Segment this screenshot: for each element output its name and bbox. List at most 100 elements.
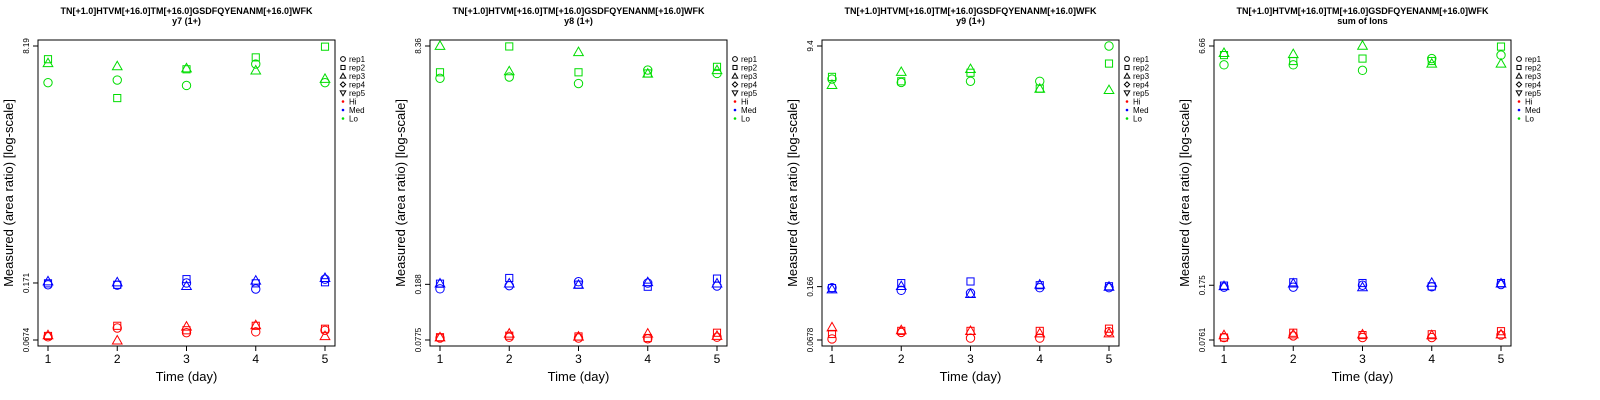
y-axis-label: Measured (area ratio) [log-scale] [785, 99, 800, 287]
plot-frame [429, 39, 728, 347]
data-point [895, 65, 907, 76]
data-point [1103, 327, 1115, 338]
data-point [643, 65, 653, 75]
legend-label: Med [1525, 106, 1541, 115]
legend-marker [731, 81, 739, 88]
data-point [504, 72, 514, 82]
data-point [320, 274, 330, 284]
data-point [251, 59, 261, 69]
legend-label: rep2 [1525, 64, 1542, 73]
y-tick-label: 0.171 [22, 272, 31, 293]
data-point [42, 329, 54, 340]
data-point [1495, 277, 1507, 288]
data-point [572, 278, 585, 289]
data-point [250, 274, 262, 285]
data-point [1219, 333, 1229, 342]
legend-color-dot [733, 108, 737, 112]
data-point [113, 280, 122, 289]
data-point [505, 42, 514, 51]
data-point [965, 288, 976, 298]
legend-label: Med [349, 106, 365, 115]
x-tick-label: 1 [437, 352, 444, 366]
data-point [113, 94, 122, 103]
legend-color-dot [341, 100, 345, 103]
data-point [1219, 282, 1229, 292]
data-point [1426, 57, 1438, 68]
legend-marker [1516, 64, 1522, 71]
data-point [1357, 65, 1368, 76]
data-point [251, 279, 260, 288]
data-point [711, 277, 723, 288]
data-point [1219, 60, 1229, 70]
y-tick-label: 0.175 [1198, 275, 1207, 296]
legend-label: Lo [741, 115, 750, 124]
data-point [111, 334, 123, 345]
data-point [180, 62, 193, 73]
data-point [1218, 47, 1230, 57]
x-tick-label: 4 [644, 352, 651, 366]
legend-color-dot [1517, 117, 1521, 120]
legend-marker [339, 72, 347, 79]
data-point [1426, 276, 1438, 287]
data-point [250, 319, 262, 330]
x-axis-label: Time (day) [156, 369, 218, 384]
y-tick-label: 0.0775 [414, 327, 423, 352]
data-point [112, 75, 122, 85]
x-tick-label: 1 [45, 352, 52, 366]
legend-label: Med [1133, 106, 1149, 115]
data-point [966, 277, 975, 286]
data-point [182, 275, 191, 284]
legend-marker [1124, 64, 1130, 71]
legend-marker [339, 90, 347, 97]
data-point [1288, 60, 1298, 70]
data-point [319, 72, 331, 83]
legend-color-dot [1125, 117, 1129, 120]
legend-marker [1124, 56, 1130, 62]
data-point [1035, 333, 1045, 343]
data-point [643, 282, 652, 291]
x-tick-label: 1 [1221, 352, 1228, 366]
legend-color-dot [1517, 108, 1521, 112]
data-point [1218, 280, 1230, 291]
data-point [435, 284, 445, 294]
data-point [181, 327, 192, 338]
data-point [111, 276, 123, 287]
legend-label: rep5 [349, 89, 366, 98]
data-point [435, 68, 445, 77]
data-point [505, 273, 514, 283]
chart-subtitle: y8 (1+) [564, 16, 593, 26]
data-point [712, 328, 722, 337]
data-point [1356, 281, 1369, 292]
legend-color-dot [733, 100, 737, 103]
data-point [827, 74, 837, 84]
y-tick-label: 0.188 [414, 274, 423, 295]
data-point [251, 327, 261, 337]
data-point [896, 77, 906, 88]
data-point [1104, 59, 1114, 68]
y-tick-label: 0.166 [806, 276, 815, 297]
data-point [964, 63, 977, 74]
data-point [251, 284, 261, 294]
legend-marker [1515, 90, 1523, 97]
legend-marker [732, 56, 738, 62]
y-tick-label: 0.0761 [1198, 327, 1207, 352]
data-point [1496, 327, 1506, 336]
legend-label: rep1 [349, 55, 366, 64]
data-point [897, 279, 906, 288]
legend-label: Hi [1525, 98, 1533, 107]
legend-label: rep4 [349, 81, 366, 90]
chart-panel-2: TN[+1.0]HTVM[+16.0]TM[+16.0]GSDFQYENANM[… [393, 6, 758, 384]
legend-label: rep3 [349, 72, 366, 81]
data-point [319, 330, 331, 341]
data-point [112, 323, 122, 333]
data-point [434, 277, 446, 288]
legend-color-dot [341, 117, 345, 120]
legend-label: Lo [1525, 115, 1534, 124]
chart-panel-4: TN[+1.0]HTVM[+16.0]TM[+16.0]GSDFQYENANM[… [1177, 6, 1542, 384]
data-point [574, 68, 583, 77]
legend-label: rep2 [741, 64, 758, 73]
data-point [320, 278, 330, 287]
legend-label: rep3 [741, 72, 758, 81]
data-point [319, 271, 331, 282]
legend-label: Hi [1133, 98, 1141, 107]
